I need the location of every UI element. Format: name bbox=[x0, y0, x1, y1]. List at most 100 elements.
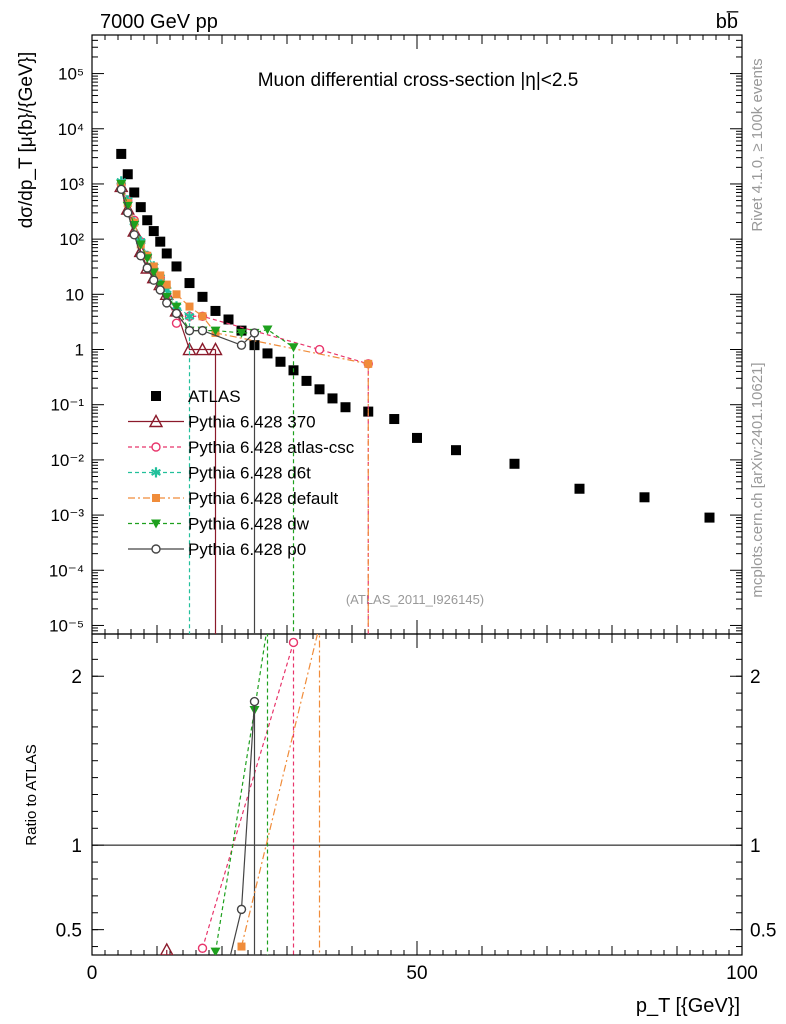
data-point bbox=[162, 298, 172, 308]
legend-label: Pythia 6.428 dw bbox=[188, 515, 310, 534]
series-line bbox=[120, 183, 294, 348]
legend-marker bbox=[151, 391, 161, 401]
data-point bbox=[129, 187, 140, 198]
y-tick-label: 10³ bbox=[59, 175, 84, 194]
data-point bbox=[704, 512, 715, 523]
data-point bbox=[301, 375, 312, 386]
data-point bbox=[135, 240, 146, 250]
ratio-point bbox=[159, 942, 174, 955]
data-point bbox=[223, 314, 234, 325]
x-tick-label: 0 bbox=[87, 963, 98, 984]
legend-label: Pythia 6.428 atlas-csc bbox=[188, 438, 355, 457]
data-point bbox=[236, 340, 247, 350]
legend-label: Pythia 6.428 p0 bbox=[188, 540, 306, 559]
data-point bbox=[155, 285, 165, 295]
legend-label: ATLAS bbox=[188, 387, 241, 406]
data-point bbox=[451, 445, 461, 456]
ratio-point bbox=[288, 637, 299, 648]
y-tick-label: 1 bbox=[75, 341, 84, 360]
x-tick-label: 100 bbox=[726, 963, 758, 984]
legend-marker bbox=[152, 494, 160, 502]
data-point bbox=[135, 202, 146, 213]
legend-label: Pythia 6.428 d6t bbox=[188, 464, 311, 483]
y-tick-label: 10⁵ bbox=[58, 65, 84, 84]
y-axis-label: dσ/dp_T [μ{b}/{GeV}] bbox=[16, 52, 37, 229]
ratio-plot-marks bbox=[159, 622, 324, 955]
data-point bbox=[184, 278, 195, 289]
ratio-plot-frame: 0 50 100 0.5 0.5 1 1 2 2 bbox=[56, 633, 776, 984]
ratio-tick-label: 0.5 bbox=[750, 921, 776, 942]
y-tick-label: 10⁴ bbox=[58, 120, 84, 139]
ratio-tick-label: 2 bbox=[71, 667, 82, 688]
data-point bbox=[116, 184, 126, 194]
data-point bbox=[639, 492, 650, 503]
data-point bbox=[149, 275, 159, 285]
y-tick-label: 10⁻⁵ bbox=[49, 616, 84, 635]
ratio-series-line bbox=[214, 634, 267, 952]
data-point bbox=[314, 384, 325, 395]
data-point bbox=[161, 292, 172, 302]
data-point bbox=[116, 179, 127, 189]
ratio-series-line bbox=[240, 634, 319, 947]
data-point bbox=[172, 290, 181, 299]
x-axis-label: p_T [{GeV}] bbox=[636, 995, 740, 1017]
data-point bbox=[262, 348, 273, 359]
y-tick-label: 10² bbox=[59, 230, 84, 249]
data-point bbox=[288, 343, 299, 353]
y-tick-label: 10⁻¹ bbox=[50, 396, 84, 415]
ratio-point bbox=[197, 943, 208, 953]
y-tick-label: 10⁻² bbox=[50, 451, 84, 470]
data-point bbox=[210, 326, 221, 336]
data-point bbox=[162, 280, 171, 289]
ratio-series-group bbox=[159, 622, 324, 955]
data-point bbox=[171, 318, 182, 328]
ratio-tick-label: 1 bbox=[71, 836, 82, 857]
y-tick-label: 10⁻³ bbox=[50, 506, 84, 525]
ratio-tick-label: 1 bbox=[750, 836, 761, 857]
data-point bbox=[155, 236, 166, 247]
ratio-point bbox=[263, 622, 273, 631]
data-point bbox=[129, 221, 140, 231]
header-right: bb̅ bbox=[716, 10, 739, 33]
data-point bbox=[184, 325, 195, 336]
data-point bbox=[129, 230, 139, 240]
data-point bbox=[155, 280, 166, 290]
data-point bbox=[136, 251, 146, 261]
data-point bbox=[122, 169, 133, 180]
data-point bbox=[171, 308, 182, 319]
ratio-y-axis-label: Ratio to ATLAS bbox=[23, 744, 40, 845]
data-point bbox=[161, 248, 172, 259]
analysis-label: (ATLAS_2011_I926145) bbox=[346, 592, 484, 607]
data-point bbox=[262, 325, 273, 335]
data-point bbox=[142, 263, 152, 273]
data-point bbox=[236, 328, 247, 338]
data-point bbox=[156, 271, 165, 280]
data-point bbox=[249, 328, 260, 338]
y-tick-label: 10 bbox=[65, 285, 84, 304]
data-point bbox=[314, 344, 325, 355]
data-point bbox=[142, 215, 153, 226]
ratio-point bbox=[210, 947, 221, 955]
legend-marker bbox=[151, 519, 161, 529]
ratio-point bbox=[236, 904, 247, 915]
data-point bbox=[123, 208, 133, 218]
data-point bbox=[327, 393, 338, 404]
ratio-series-line bbox=[229, 701, 256, 955]
data-point bbox=[412, 432, 422, 443]
legend-marker bbox=[151, 544, 161, 554]
data-point bbox=[148, 268, 159, 278]
legend-label: Pythia 6.428 default bbox=[188, 489, 339, 508]
ratio-point bbox=[316, 622, 324, 630]
data-point bbox=[149, 262, 158, 271]
chart-title: Muon differential cross-section |η|<2.5 bbox=[258, 70, 579, 91]
ratio-point bbox=[249, 696, 260, 707]
x-tick-label: 50 bbox=[406, 963, 427, 984]
data-point bbox=[275, 356, 286, 367]
data-point bbox=[210, 305, 221, 316]
data-point bbox=[509, 458, 520, 469]
legend: ATLAS Pythia 6.428 370 Pythia 6.428 atlas-… bbox=[128, 387, 355, 559]
series-line bbox=[120, 186, 216, 351]
data-point bbox=[389, 414, 400, 425]
y-tick-label: 10⁻⁴ bbox=[49, 561, 84, 580]
